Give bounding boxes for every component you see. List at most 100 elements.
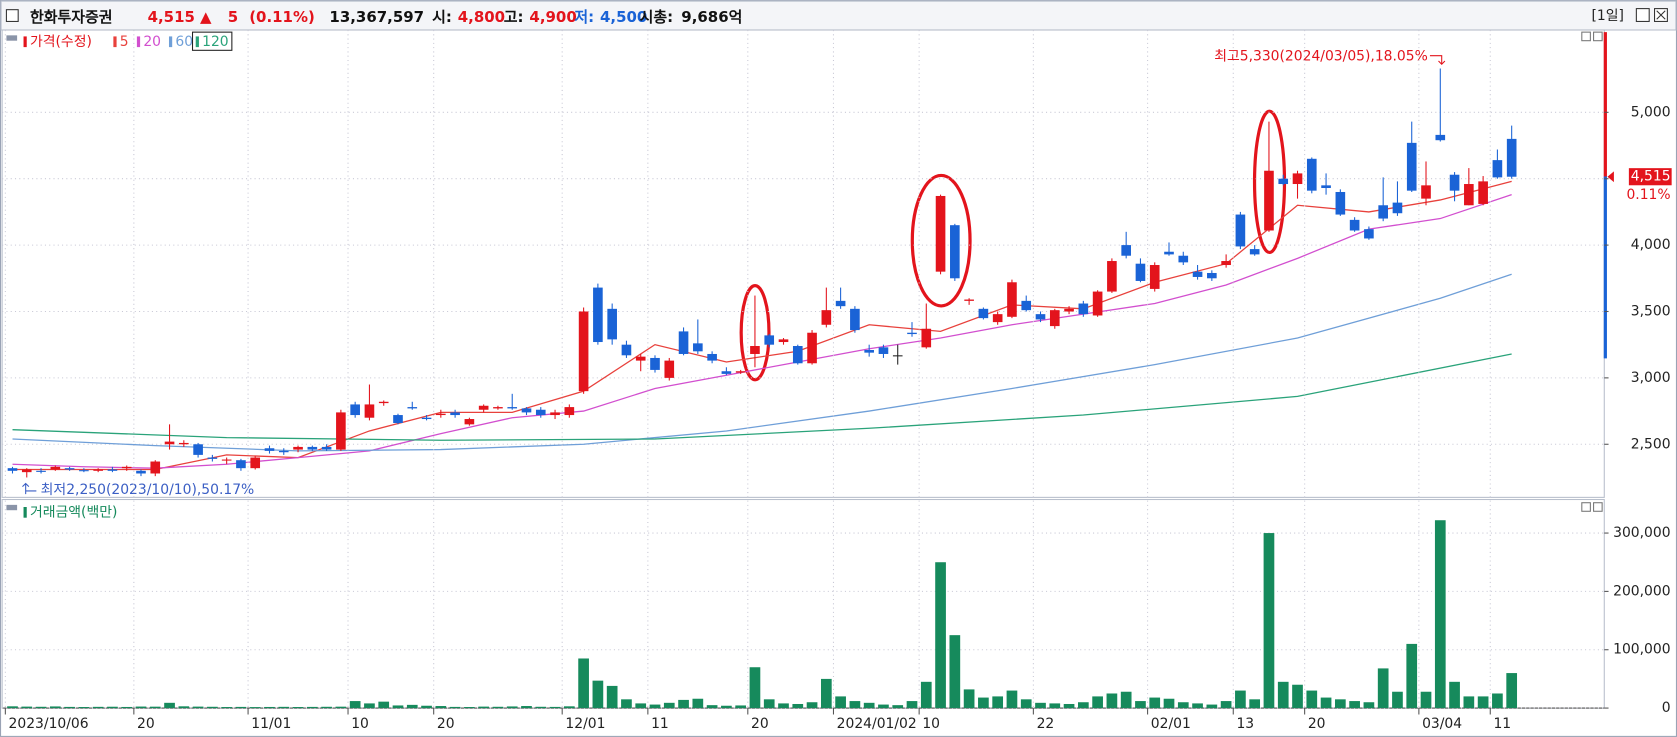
bar	[649, 704, 661, 709]
candle-body	[150, 461, 161, 474]
bar	[478, 706, 490, 709]
candle-body	[678, 331, 689, 354]
bar	[192, 706, 204, 709]
candle-body	[764, 335, 775, 345]
x-tick-label: 20	[751, 716, 769, 732]
candle-body	[1235, 214, 1246, 247]
candle-body	[1092, 291, 1103, 316]
candle-body	[564, 407, 575, 416]
candle-body	[635, 356, 646, 361]
candle-body	[207, 457, 218, 459]
bar	[7, 706, 18, 709]
candle-body	[393, 415, 403, 424]
legend-box	[191, 31, 233, 51]
candle-body	[735, 371, 746, 373]
panel-min-button[interactable]	[1581, 31, 1591, 42]
candle-body	[1078, 303, 1089, 315]
candle-body	[1492, 160, 1503, 178]
legend-label: 60	[175, 34, 193, 50]
bar	[1235, 690, 1246, 709]
x-tick-label: 2023/10/06	[9, 716, 89, 732]
candle-body	[821, 310, 832, 325]
last-change-label: 0.11%	[1626, 187, 1670, 203]
bar	[49, 706, 61, 709]
candle-body	[236, 460, 246, 469]
legend-label: 5	[120, 34, 129, 50]
bar	[1020, 699, 1032, 709]
bar	[335, 706, 347, 709]
x-tick-label: 11/01	[251, 716, 291, 732]
header-checkbox[interactable]	[5, 9, 19, 22]
candle-body	[1035, 314, 1046, 320]
bar	[1135, 701, 1146, 709]
bar	[292, 707, 304, 709]
candle-body	[1478, 181, 1488, 204]
panel-icon	[6, 35, 18, 41]
candle-body	[1464, 184, 1474, 206]
candle-body	[1435, 134, 1446, 141]
bar	[849, 701, 861, 709]
candle-body	[1306, 158, 1317, 191]
candle-body	[607, 308, 617, 340]
bar	[678, 699, 689, 709]
y-tick-label: 300,000	[1613, 525, 1670, 541]
bar	[735, 705, 747, 709]
candle-body	[136, 470, 146, 474]
bar	[406, 704, 418, 709]
moving-average-line	[12, 180, 1512, 471]
x-tick-label: 03/04	[1422, 716, 1462, 732]
candle-body	[93, 469, 103, 471]
bar	[1035, 702, 1046, 709]
bar	[235, 706, 247, 709]
bar	[692, 698, 704, 709]
bar	[35, 706, 47, 709]
bar	[464, 707, 475, 709]
bar	[264, 706, 275, 709]
bar	[1263, 533, 1275, 709]
legend-swatch	[195, 36, 199, 48]
candle-body	[79, 470, 89, 472]
candle-body	[864, 349, 874, 353]
legend-label: 20	[143, 34, 161, 50]
bar	[1206, 704, 1218, 709]
period-button[interactable]: [1일]	[1591, 8, 1623, 24]
candle-body	[1007, 282, 1017, 317]
x-tick-label: 20	[137, 716, 155, 732]
candle-body	[664, 360, 675, 378]
candle-body	[521, 408, 532, 413]
candle-body	[221, 459, 232, 461]
x-tick-label: 11	[651, 716, 669, 732]
bar	[621, 699, 632, 709]
candle-body	[164, 441, 175, 445]
bar	[1477, 696, 1489, 709]
candle-body	[1107, 261, 1117, 292]
panel-min-button[interactable]	[1581, 502, 1591, 512]
candle-body	[1221, 261, 1231, 266]
x-tick-label: 10	[351, 716, 369, 732]
legend-swatch	[168, 36, 173, 48]
x-tick-label: 2024/01/02	[837, 716, 917, 732]
panel-close-button[interactable]	[1593, 502, 1603, 512]
bar	[1292, 684, 1303, 709]
candle-body	[535, 409, 546, 416]
x-tick-label: 10	[922, 716, 940, 732]
candle-body	[1064, 308, 1074, 312]
candle-body	[21, 469, 32, 473]
x-tick-label: 20	[437, 716, 455, 732]
bar	[1149, 697, 1161, 709]
bar	[935, 562, 946, 709]
candle-body	[1249, 249, 1260, 255]
low-label: 저:	[574, 8, 594, 26]
restore-button[interactable]	[1635, 8, 1650, 22]
bar	[920, 681, 932, 709]
candle-body	[964, 299, 974, 301]
bar	[392, 705, 404, 709]
y-tick-label: 4,000	[1631, 237, 1671, 253]
bar	[663, 702, 675, 709]
legend-swatch	[113, 36, 117, 48]
panel-close-button[interactable]	[1593, 31, 1603, 42]
bar	[1420, 691, 1432, 709]
candle-body	[1135, 263, 1146, 281]
change: 5	[228, 8, 238, 26]
open: 4,800	[458, 8, 505, 26]
